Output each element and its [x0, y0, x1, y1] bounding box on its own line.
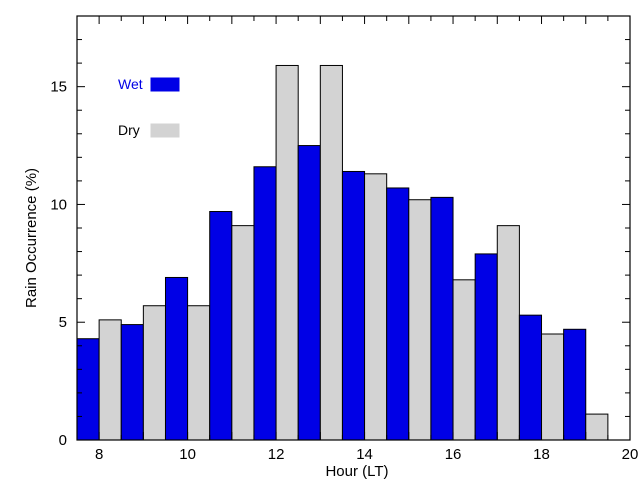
bar-wet-14: [341, 170, 366, 441]
bar-wet-9: [120, 324, 144, 441]
y-tick-label: 10: [50, 196, 67, 213]
plot-frame: [76, 15, 631, 441]
bar-wet-15: [386, 187, 410, 441]
legend-swatch-dry: [150, 123, 180, 138]
bar-dry-16: [452, 279, 476, 441]
x-tick-label: 12: [268, 446, 285, 463]
y-tick-label: 15: [50, 79, 67, 96]
bar-dry-13: [319, 64, 343, 441]
bars-layer: [76, 64, 609, 441]
bar-dry-18: [541, 333, 565, 441]
bar-dry-9: [142, 305, 166, 441]
bar-wet-11: [209, 211, 233, 441]
y-tick-label: 0: [59, 432, 67, 449]
bar-dry-14: [364, 173, 388, 441]
ticks-layer: 8 10 12 14 16 18 20 0 5 10 15: [50, 15, 639, 463]
bar-wet-10: [164, 276, 189, 441]
bar-dry-10: [187, 305, 211, 441]
x-tick-label: 10: [179, 446, 196, 463]
legend-swatch-wet: [150, 77, 180, 92]
bar-dry-8: [98, 319, 122, 441]
bar-dry-12: [275, 64, 299, 441]
x-axis-label: Hour (LT): [325, 463, 388, 480]
x-tick-label: 16: [445, 446, 462, 463]
legend-label-dry: Dry: [118, 122, 140, 138]
bar-wet-18: [518, 314, 543, 441]
bar-wet-8: [76, 338, 100, 441]
bar-dry-19: [585, 413, 609, 441]
legend-label-wet: Wet: [118, 76, 143, 92]
bar-dry-15: [408, 199, 432, 441]
bar-wet-12: [253, 166, 277, 441]
bar-dry-11: [231, 225, 255, 441]
x-tick-label: 14: [356, 446, 373, 463]
x-tick-label: 8: [95, 446, 103, 463]
bar-wet-16: [430, 196, 454, 441]
bar-dry-17: [496, 225, 520, 441]
y-axis-label: Rain Occurrence (%): [23, 168, 40, 308]
legend: Wet Dry: [118, 76, 180, 138]
bar-wet-17: [474, 253, 498, 441]
bar-wet-19: [563, 328, 587, 441]
bar-wet-13: [297, 145, 321, 441]
x-tick-label: 18: [533, 446, 550, 463]
y-tick-label: 5: [59, 314, 67, 331]
x-tick-label: 20: [622, 446, 639, 463]
